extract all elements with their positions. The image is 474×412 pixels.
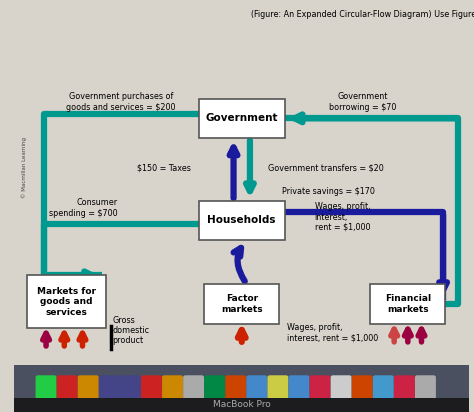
Bar	[14, 398, 469, 412]
FancyBboxPatch shape	[36, 375, 56, 400]
Text: Government
borrowing = $70: Government borrowing = $70	[328, 92, 396, 112]
FancyBboxPatch shape	[99, 375, 120, 400]
FancyBboxPatch shape	[331, 375, 352, 400]
FancyBboxPatch shape	[204, 375, 225, 400]
Text: Wages, profit,
interest,
rent = $1,000: Wages, profit, interest, rent = $1,000	[315, 202, 370, 232]
FancyBboxPatch shape	[310, 375, 330, 400]
FancyBboxPatch shape	[394, 375, 415, 400]
FancyBboxPatch shape	[267, 375, 288, 400]
FancyBboxPatch shape	[162, 375, 183, 400]
FancyBboxPatch shape	[199, 201, 285, 240]
FancyBboxPatch shape	[27, 275, 106, 328]
FancyBboxPatch shape	[415, 375, 436, 400]
FancyBboxPatch shape	[120, 375, 141, 400]
FancyBboxPatch shape	[204, 283, 279, 324]
Text: Private savings = $170: Private savings = $170	[282, 187, 374, 196]
FancyBboxPatch shape	[78, 375, 99, 400]
FancyBboxPatch shape	[199, 99, 285, 138]
Text: Government transfers = $20: Government transfers = $20	[268, 164, 384, 173]
Text: Government purchases of
goods and services = $200: Government purchases of goods and servic…	[66, 92, 176, 112]
FancyBboxPatch shape	[246, 375, 267, 400]
Text: (Figure: An Expanded Circular-Flow Diagram) Use Figure: An Expanded Circular-Flo: (Figure: An Expanded Circular-Flow Diagr…	[251, 10, 474, 19]
Text: Factor
markets: Factor markets	[221, 294, 263, 314]
Text: Financial
markets: Financial markets	[385, 294, 431, 314]
FancyBboxPatch shape	[352, 375, 373, 400]
FancyBboxPatch shape	[373, 375, 394, 400]
Text: Households: Households	[208, 215, 276, 225]
FancyBboxPatch shape	[141, 375, 162, 400]
FancyBboxPatch shape	[370, 283, 446, 324]
Bar	[14, 365, 469, 412]
FancyBboxPatch shape	[183, 375, 204, 400]
FancyBboxPatch shape	[289, 375, 310, 400]
Text: Wages, profit,
interest, rent = $1,000: Wages, profit, interest, rent = $1,000	[287, 323, 379, 342]
FancyBboxPatch shape	[225, 375, 246, 400]
FancyBboxPatch shape	[57, 375, 78, 400]
Text: Gross
domestic
product: Gross domestic product	[112, 316, 149, 345]
Text: Government: Government	[206, 113, 278, 123]
Text: MacBook Pro: MacBook Pro	[213, 400, 271, 409]
Text: Consumer
spending = $700: Consumer spending = $700	[49, 198, 118, 218]
Text: $150 = Taxes: $150 = Taxes	[137, 164, 191, 173]
Text: © Macmillan Learning: © Macmillan Learning	[21, 137, 27, 198]
Text: Markets for
goods and
services: Markets for goods and services	[37, 287, 96, 317]
